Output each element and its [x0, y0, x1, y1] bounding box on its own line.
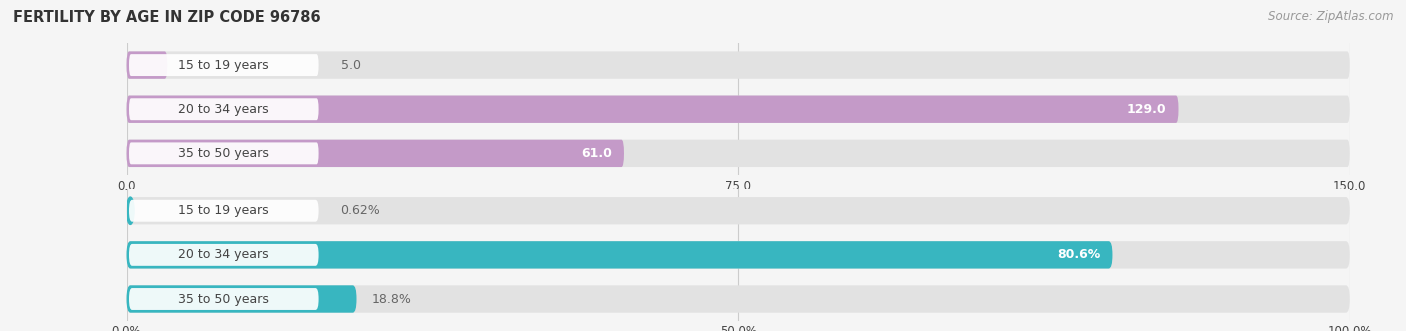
Text: FERTILITY BY AGE IN ZIP CODE 96786: FERTILITY BY AGE IN ZIP CODE 96786 [13, 10, 321, 25]
FancyBboxPatch shape [127, 241, 1112, 268]
FancyBboxPatch shape [129, 244, 319, 266]
Text: 35 to 50 years: 35 to 50 years [179, 147, 269, 160]
Text: 20 to 34 years: 20 to 34 years [179, 248, 269, 261]
FancyBboxPatch shape [129, 200, 319, 222]
FancyBboxPatch shape [127, 96, 1178, 123]
Text: 18.8%: 18.8% [371, 293, 411, 306]
FancyBboxPatch shape [127, 51, 167, 79]
Text: 35 to 50 years: 35 to 50 years [179, 293, 269, 306]
FancyBboxPatch shape [127, 241, 1350, 268]
Text: 20 to 34 years: 20 to 34 years [179, 103, 269, 116]
Circle shape [127, 197, 134, 224]
Text: 0.62%: 0.62% [340, 204, 381, 217]
Text: 61.0: 61.0 [581, 147, 612, 160]
Text: 129.0: 129.0 [1126, 103, 1167, 116]
Text: 5.0: 5.0 [340, 59, 360, 71]
Text: Source: ZipAtlas.com: Source: ZipAtlas.com [1268, 10, 1393, 23]
FancyBboxPatch shape [127, 285, 1350, 313]
FancyBboxPatch shape [127, 197, 1350, 224]
FancyBboxPatch shape [127, 51, 1350, 79]
FancyBboxPatch shape [129, 142, 319, 164]
FancyBboxPatch shape [127, 96, 1350, 123]
FancyBboxPatch shape [127, 140, 624, 167]
Text: 15 to 19 years: 15 to 19 years [179, 59, 269, 71]
FancyBboxPatch shape [129, 54, 319, 76]
Text: 15 to 19 years: 15 to 19 years [179, 204, 269, 217]
FancyBboxPatch shape [127, 285, 357, 313]
FancyBboxPatch shape [127, 140, 1350, 167]
FancyBboxPatch shape [129, 288, 319, 310]
FancyBboxPatch shape [129, 98, 319, 120]
Text: 80.6%: 80.6% [1057, 248, 1101, 261]
